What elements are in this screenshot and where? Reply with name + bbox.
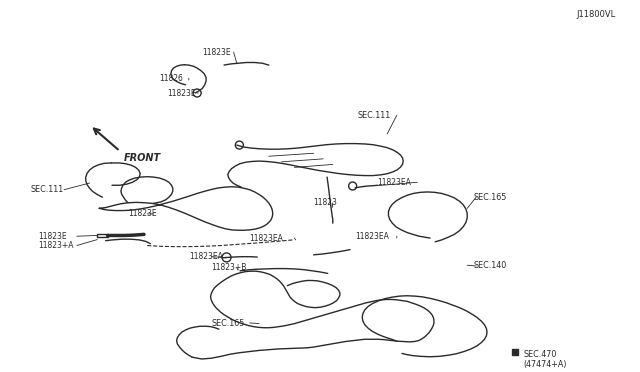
Text: 11823EA: 11823EA	[189, 252, 223, 261]
Text: SEC.111: SEC.111	[31, 185, 64, 194]
Text: FRONT: FRONT	[124, 153, 161, 163]
Text: SEC.111: SEC.111	[357, 111, 390, 120]
Text: 11823+A: 11823+A	[38, 241, 74, 250]
Text: J11800VL: J11800VL	[577, 10, 616, 19]
Text: 11823E: 11823E	[168, 89, 196, 97]
Text: SEC.165: SEC.165	[211, 319, 244, 328]
Text: SEC.165: SEC.165	[474, 193, 507, 202]
Text: SEC.140: SEC.140	[474, 262, 507, 270]
Text: 11823E: 11823E	[38, 232, 67, 241]
Text: 11823: 11823	[314, 198, 337, 207]
Text: 11823EA: 11823EA	[355, 232, 389, 241]
Text: 11823EA: 11823EA	[378, 178, 412, 187]
Text: 11826: 11826	[159, 74, 182, 83]
Text: 11823E: 11823E	[128, 209, 157, 218]
Text: 11823E: 11823E	[202, 48, 231, 57]
Text: 11823+B: 11823+B	[211, 263, 246, 272]
Text: 11823EA: 11823EA	[250, 234, 284, 243]
Text: SEC.470
(47474+A): SEC.470 (47474+A)	[524, 350, 567, 369]
